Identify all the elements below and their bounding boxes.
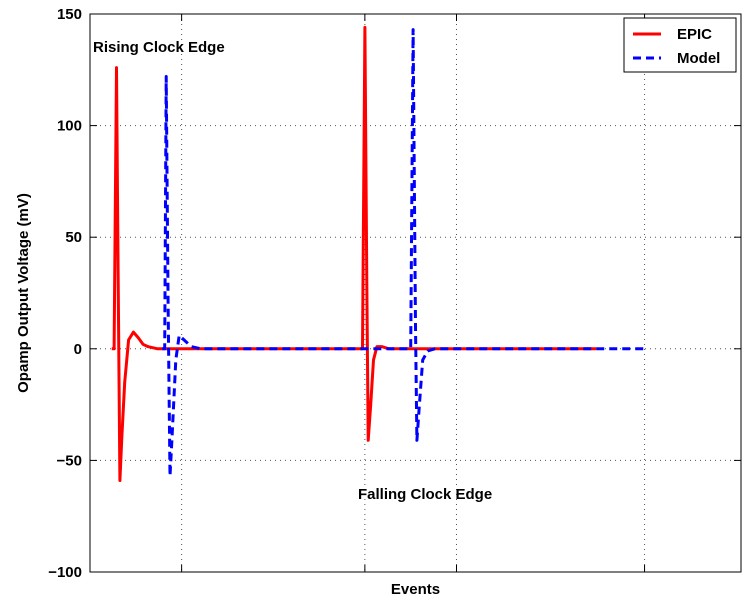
- annotation-rising-clock-edge: Rising Clock Edge: [93, 39, 225, 56]
- series-lines: [111, 25, 645, 482]
- legend: EPIC Model: [623, 17, 737, 73]
- annotation-falling-clock-edge: Falling Clock Edge: [358, 486, 492, 503]
- y-tick-label: 150: [57, 6, 82, 23]
- x-axis-label: Events: [391, 581, 440, 598]
- plot-frame: [89, 13, 742, 573]
- y-tick-label: 0: [74, 341, 82, 358]
- y-axis-label: Opamp Output Voltage (mV): [15, 193, 32, 393]
- y-tick-labels: −100 −50 0 50 100 150: [48, 6, 82, 581]
- y-tick-label: −100: [48, 564, 82, 581]
- series-line-model: [162, 28, 645, 478]
- y-tick-label: 100: [57, 118, 82, 135]
- axis-ticks: [90, 13, 741, 573]
- legend-box: [623, 17, 737, 73]
- legend-label-model: Model: [677, 50, 720, 67]
- legend-label-epic: EPIC: [677, 26, 712, 43]
- y-tick-label: −50: [57, 452, 82, 469]
- y-tick-label: 50: [65, 229, 82, 246]
